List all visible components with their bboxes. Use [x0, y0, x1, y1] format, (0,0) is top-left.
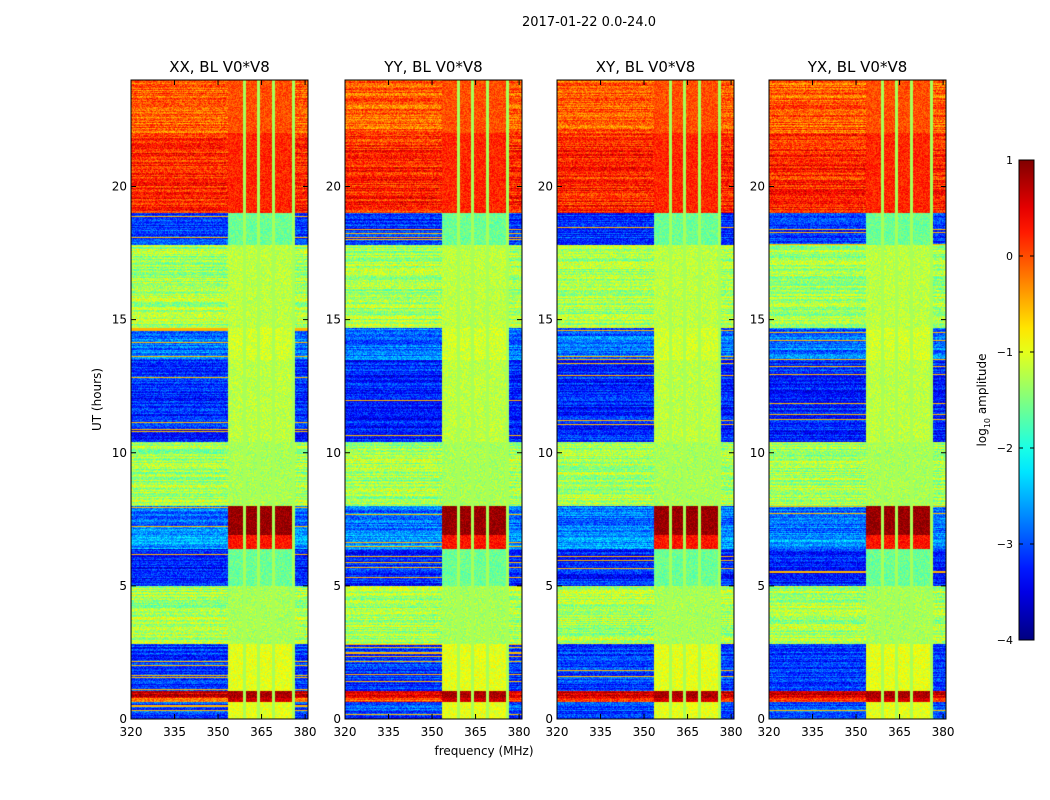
panel-3: XY, BL V0*V8 320 335 350 365 380 0 5 10 15 20 — [538, 58, 743, 739]
colorbar-tick-label: −3 — [997, 538, 1013, 551]
panels-group: XX, BL V0*V8 320 335 350 365 380 0 5 10 15 20 UT (h… — [90, 58, 955, 758]
y-tick-label: 10 — [326, 446, 341, 460]
panel-title: XX, BL V0*V8 — [169, 58, 270, 76]
panel-1: XX, BL V0*V8 320 335 350 365 380 0 5 10 15 20 UT (h… — [90, 58, 317, 739]
y-tick-label: 15 — [538, 313, 553, 327]
y-tick-label: 0 — [545, 712, 553, 726]
x-tick-label: 365 — [250, 725, 273, 739]
panel-heatmap — [345, 80, 522, 719]
y-tick-label: 10 — [112, 446, 127, 460]
y-tick-label: 5 — [545, 579, 553, 593]
y-tick-label: 20 — [326, 180, 341, 194]
y-tick-label: 5 — [333, 579, 341, 593]
panel-title: YY, BL V0*V8 — [383, 58, 482, 76]
y-tick-label: 0 — [333, 712, 341, 726]
y-tick-label: 10 — [538, 446, 553, 460]
panel-heatmap — [131, 80, 308, 719]
x-tick-label: 365 — [464, 725, 487, 739]
x-tick-label: 335 — [801, 725, 824, 739]
panel-frame — [344, 79, 523, 720]
y-tick-label: 10 — [750, 446, 765, 460]
x-tick-label: 350 — [845, 725, 868, 739]
colorbar-label: log10 amplitude — [975, 354, 992, 447]
y-tick-label: 5 — [119, 579, 127, 593]
x-tick-label: 320 — [546, 725, 569, 739]
x-tick-label: 335 — [589, 725, 612, 739]
panel-title: YX, BL V0*V8 — [807, 58, 908, 76]
y-axis-label: UT (hours) — [90, 368, 104, 431]
colorbar-tick-label: −1 — [997, 346, 1013, 359]
y-tick-label: 15 — [750, 313, 765, 327]
colorbar-tick-label: −2 — [997, 442, 1013, 455]
x-tick-label: 350 — [633, 725, 656, 739]
colorbar-tick-label: −4 — [997, 634, 1013, 647]
y-tick-label: 0 — [119, 712, 127, 726]
x-tick-label: 320 — [334, 725, 357, 739]
x-tick-label: 380 — [932, 725, 955, 739]
colorbar-tick-label: 1 — [1006, 154, 1013, 167]
panel-heatmap — [769, 80, 946, 719]
x-axis-label: frequency (MHz) — [434, 744, 533, 758]
x-tick-label: 365 — [888, 725, 911, 739]
y-tick-label: 20 — [750, 180, 765, 194]
x-tick-label: 335 — [163, 725, 186, 739]
x-tick-label: 350 — [207, 725, 230, 739]
x-tick-label: 335 — [377, 725, 400, 739]
x-tick-label: 365 — [676, 725, 699, 739]
x-tick-label: 380 — [508, 725, 531, 739]
panel-4: YX, BL V0*V8 320 335 350 365 380 0 5 10 15 20 — [750, 58, 955, 739]
y-tick-label: 20 — [538, 180, 553, 194]
x-tick-label: 320 — [120, 725, 143, 739]
colorbar-tick-label: 0 — [1006, 250, 1013, 263]
colorbar: 1 0 −1 −2 −3 −4 log10 amplitude — [975, 154, 1035, 647]
panel-frame — [768, 79, 947, 720]
y-tick-label: 15 — [326, 313, 341, 327]
x-tick-label: 350 — [421, 725, 444, 739]
panel-frame — [130, 79, 309, 720]
y-tick-label: 15 — [112, 313, 127, 327]
panel-heatmap — [557, 80, 734, 719]
y-tick-label: 0 — [757, 712, 765, 726]
x-tick-label: 380 — [720, 725, 743, 739]
figure-suptitle: 2017-01-22 0.0-24.0 — [522, 15, 656, 30]
x-tick-label: 320 — [758, 725, 781, 739]
y-tick-label: 5 — [757, 579, 765, 593]
y-tick-label: 20 — [112, 180, 127, 194]
panel-frame — [556, 79, 735, 720]
x-tick-label: 380 — [294, 725, 317, 739]
panel-2: YY, BL V0*V8 320 335 350 365 380 0 5 10 15 20 frequ… — [326, 58, 534, 758]
panel-title: XY, BL V0*V8 — [596, 58, 696, 76]
colorbar-bar — [1018, 159, 1035, 641]
